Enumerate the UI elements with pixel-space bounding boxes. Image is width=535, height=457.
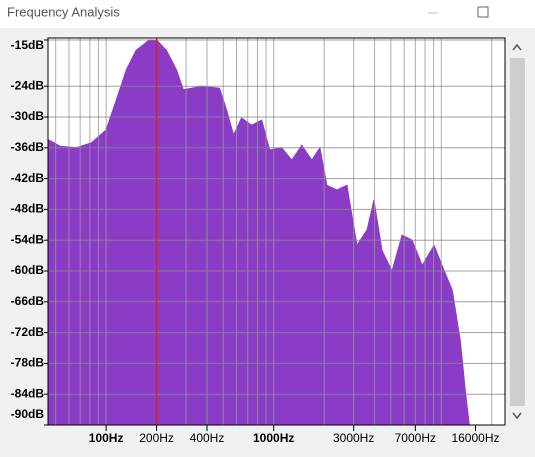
y-tick-label: -30dB: [11, 109, 45, 123]
scroll-thumb[interactable]: [510, 58, 525, 406]
x-tick-label: 7000Hz: [395, 431, 436, 445]
y-tick-label: -36dB: [11, 140, 45, 154]
plot: -15dB -24dB -30dB -36dB -42dB -48dB -54dB -60dB…: [11, 37, 506, 445]
y-tick-label: -84dB: [11, 386, 45, 400]
y-tick-label: -15dB: [11, 38, 45, 52]
maximize-button[interactable]: [477, 6, 489, 18]
y-tick-label: -42dB: [11, 171, 45, 185]
x-tick-label: 200Hz: [139, 431, 174, 445]
scroll-down[interactable]: [512, 412, 522, 420]
plot-frame: [47, 37, 506, 426]
y-tick-label: -24dB: [11, 78, 45, 92]
window-title: Frequency Analysis: [7, 4, 120, 19]
x-tick-label: 16000Hz: [451, 431, 499, 445]
spectrum-area: [48, 39, 470, 426]
y-tick-label: -48dB: [11, 202, 45, 216]
x-tick-label: 3000Hz: [333, 431, 374, 445]
y-tick-label: -72dB: [11, 325, 45, 339]
y-tick-label: -78dB: [11, 356, 45, 370]
x-tick-label: 400Hz: [190, 431, 225, 445]
x-tick-label: 1000Hz: [253, 431, 294, 445]
scroll-up[interactable]: [512, 43, 522, 51]
y-tick-label: -54dB: [11, 232, 45, 246]
title-bar: [0, 0, 535, 28]
x-tick-label: 100Hz: [89, 431, 124, 445]
y-tick-label: -90dB: [11, 407, 45, 421]
y-tick-label: -66dB: [11, 294, 45, 308]
y-tick-label: -60dB: [11, 263, 45, 277]
